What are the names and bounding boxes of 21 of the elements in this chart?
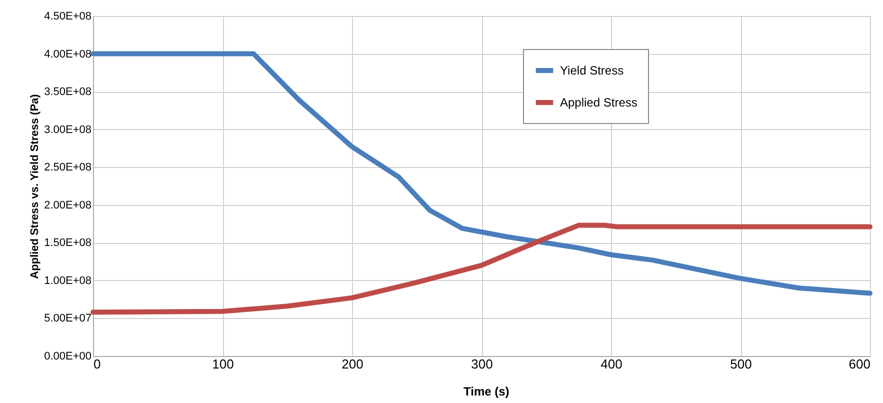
y-tick-label: 0.00E+00 xyxy=(44,350,92,362)
x-tick-label: 100 xyxy=(212,356,234,372)
y-tick-label: 3.50E+08 xyxy=(44,86,92,98)
y-tick-label: 4.00E+08 xyxy=(44,48,92,60)
x-tick-label: 200 xyxy=(342,356,364,372)
x-axis-title: Time (s) xyxy=(464,384,510,398)
y-tick-label: 1.50E+08 xyxy=(44,237,92,250)
y-tick-label: 5.00E+07 xyxy=(44,312,92,325)
y-tick-label: 1.00E+08 xyxy=(44,274,92,287)
y-tick-label: 3.00E+08 xyxy=(44,124,92,136)
x-tick-label: 0 xyxy=(94,356,101,372)
legend-label: Yield Stress xyxy=(560,64,624,78)
y-tick-label: 4.50E+08 xyxy=(44,10,92,22)
y-axis-title: Applied Stress vs. Yield Stress (Pa) xyxy=(29,94,42,279)
x-tick-label: 300 xyxy=(471,356,493,372)
y-tick-label: 2.50E+08 xyxy=(44,162,92,174)
x-tick-label: 600 xyxy=(848,356,870,372)
y-tick-label: 2.00E+08 xyxy=(44,199,92,212)
legend-label: Applied Stress xyxy=(560,96,638,110)
x-tick-label: 400 xyxy=(600,356,622,372)
x-tick-label: 500 xyxy=(730,356,752,372)
